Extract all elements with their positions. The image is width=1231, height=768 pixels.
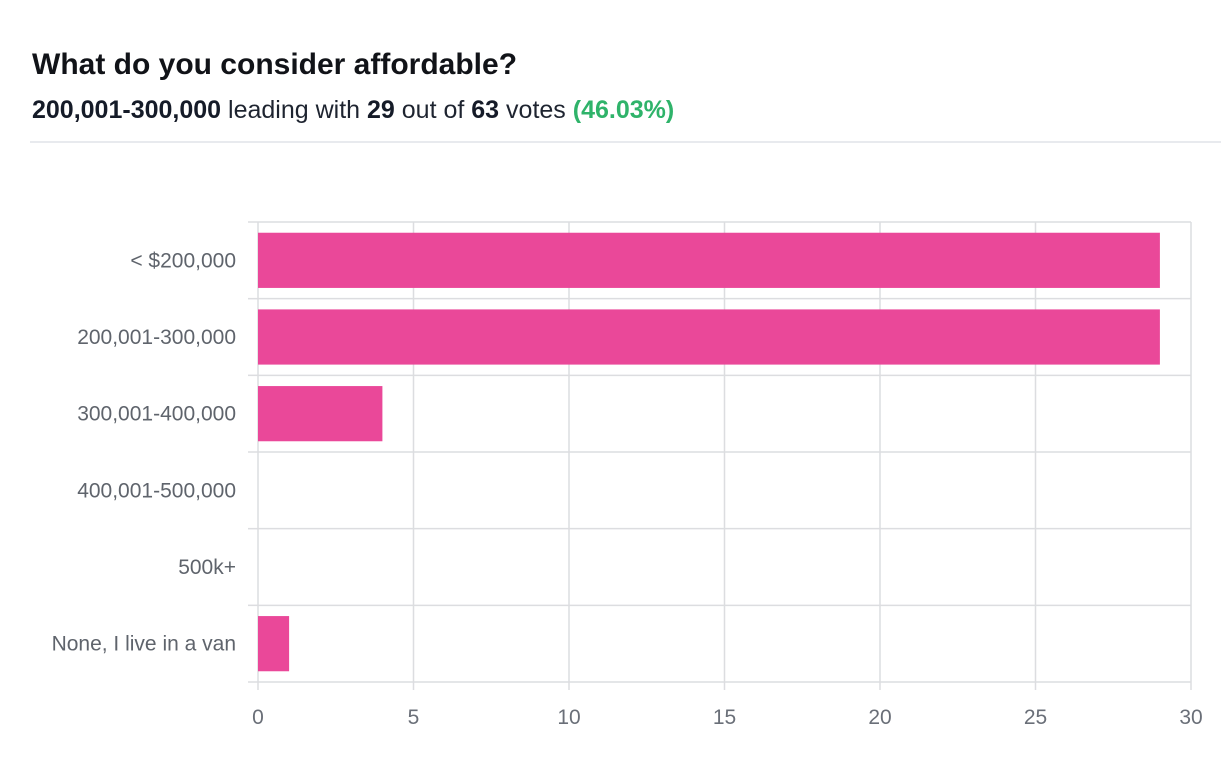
leader-percent: (46.03%) [572, 96, 675, 124]
category-label-5: None, I live in a van [52, 633, 236, 656]
category-label-4: 500k+ [178, 556, 236, 579]
x-tick-label-6: 30 [1179, 706, 1202, 729]
x-tick-label-1: 5 [408, 706, 420, 729]
poll-summary: 200,001-300,000 leading with 29 out of 6… [32, 94, 1221, 126]
votes-text: votes [506, 96, 566, 124]
total-votes: 63 [471, 96, 500, 124]
poll-header: What do you consider affordable? 200,001… [32, 46, 1221, 126]
bar-0 [258, 232, 1160, 288]
x-tick-label-3: 15 [713, 706, 736, 729]
category-label-0: < $200,000 [130, 249, 236, 272]
bar-5 [258, 616, 290, 672]
leading-text: leading with [228, 96, 361, 124]
category-label-3: 400,001-500,000 [77, 479, 236, 502]
category-label-2: 300,001-400,000 [77, 403, 236, 426]
x-tick-label-5: 25 [1024, 706, 1047, 729]
category-label-1: 200,001-300,000 [77, 326, 236, 349]
header-divider [30, 141, 1221, 143]
x-tick-label-0: 0 [252, 706, 264, 729]
out-of-text: out of [401, 96, 465, 124]
x-tick-label-2: 10 [557, 706, 580, 729]
leading-option: 200,001-300,000 [32, 96, 222, 124]
poll-question: What do you consider affordable? [32, 48, 518, 81]
bar-2 [258, 386, 383, 442]
leader-votes: 29 [367, 96, 395, 124]
x-tick-label-4: 20 [868, 706, 891, 729]
bar-1 [258, 309, 1160, 365]
